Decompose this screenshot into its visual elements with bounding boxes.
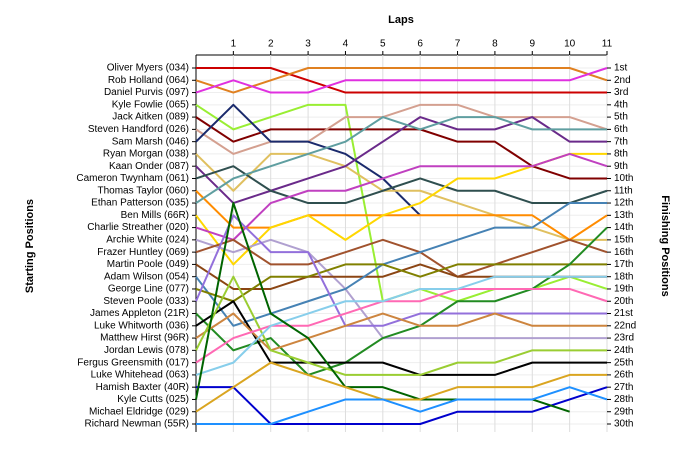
driver-label: Martin Poole (049) <box>107 259 189 270</box>
finishing-position-label: 26th <box>614 370 633 381</box>
driver-line <box>195 202 607 327</box>
finishing-position-label: 25th <box>614 357 633 368</box>
driver-label: Oliver Myers (034) <box>107 63 189 74</box>
driver-line <box>195 287 608 364</box>
x-tick-label: 6 <box>417 39 423 50</box>
finishing-position-label: 22nd <box>614 320 636 331</box>
finishing-position-label: 21st <box>614 308 633 319</box>
finishing-position-label: 4th <box>614 99 628 110</box>
finishing-position-label: 29th <box>614 406 633 417</box>
driver-label: Steven Handford (026) <box>88 124 189 135</box>
finishing-position-label: 15th <box>614 235 633 246</box>
driver-line <box>196 386 608 425</box>
chart-title: Laps <box>388 14 414 26</box>
finishing-position-label: 24th <box>614 345 633 356</box>
driver-label: Steven Poole (033) <box>103 296 189 307</box>
driver-line <box>195 67 608 94</box>
finishing-position-label: 8th <box>614 149 628 160</box>
driver-label: Ryan Morgan (038) <box>103 149 189 160</box>
x-tick-label: 10 <box>564 39 576 50</box>
driver-line <box>195 116 607 205</box>
finishing-position-label: 11th <box>614 185 633 196</box>
x-tick-label: 2 <box>268 39 274 50</box>
driver-line <box>195 312 607 352</box>
x-tick-label: 9 <box>529 39 535 50</box>
driver-line <box>195 152 608 241</box>
driver-label: Ben Mills (66R) <box>121 210 189 221</box>
driver-label: Luke Whitehead (063) <box>91 370 189 381</box>
driver-line <box>196 386 608 425</box>
driver-label: Luke Whitworth (036) <box>94 320 189 331</box>
finishing-position-label: 2nd <box>614 75 631 86</box>
finishing-position-label: 6th <box>614 124 628 135</box>
x-tick-label: 5 <box>380 39 386 50</box>
driver-label: Kyle Cutts (025) <box>117 394 189 405</box>
finishing-position-label: 27th <box>614 382 633 393</box>
driver-line <box>195 165 608 205</box>
finishing-position-label: 7th <box>614 136 628 147</box>
finishing-position-label: 20th <box>614 296 633 307</box>
driver-label: Kyle Fowlie (065) <box>112 99 189 110</box>
finishing-position-label: 3rd <box>614 87 628 98</box>
x-tick-label: 3 <box>305 39 311 50</box>
x-tick-label: 4 <box>343 39 349 50</box>
x-tick-label: 11 <box>602 39 613 50</box>
driver-label: Jordan Lewis (078) <box>104 345 189 356</box>
x-tick-label: 8 <box>492 39 498 50</box>
left-axis-label: Starting Positions <box>24 199 36 293</box>
driver-line <box>195 263 607 303</box>
finishing-position-label: 16th <box>614 247 633 258</box>
driver-label: Hamish Baxter (40R) <box>96 382 189 393</box>
driver-line <box>195 238 607 340</box>
driver-line <box>195 238 608 278</box>
driver-label: Archie White (024) <box>106 235 189 246</box>
driver-label: James Appleton (21R) <box>90 308 189 319</box>
finishing-position-label: 30th <box>614 419 633 430</box>
driver-label: Adam Wilson (054) <box>104 271 189 282</box>
finishing-position-label: 14th <box>614 222 633 233</box>
finishing-position-label: 18th <box>614 271 633 282</box>
finishing-position-label: 13th <box>614 210 633 221</box>
driver-label: Jack Aitken (089) <box>112 112 189 123</box>
driver-label: Sam Marsh (046) <box>112 136 189 147</box>
finishing-position-label: 19th <box>614 284 633 295</box>
finishing-position-label: 28th <box>614 394 633 405</box>
driver-label: Rob Holland (064) <box>108 75 189 86</box>
driver-line <box>195 190 608 241</box>
driver-line <box>195 116 607 204</box>
finishing-position-label: 23rd <box>614 333 634 344</box>
driver-line <box>195 361 607 413</box>
driver-label: Daniel Purvis (097) <box>104 87 189 98</box>
x-tick-label: 7 <box>455 39 461 50</box>
driver-label: Ethan Patterson (035) <box>91 198 189 209</box>
driver-label: Richard Newman (55R) <box>85 419 189 430</box>
driver-label: Charlie Streather (020) <box>87 222 189 233</box>
x-tick-label: 1 <box>231 39 237 50</box>
driver-line <box>195 152 607 241</box>
driver-line <box>195 67 608 94</box>
driver-label: Thomas Taylor (060) <box>97 185 189 196</box>
driver-label: Kaan Onder (087) <box>109 161 189 172</box>
driver-label: Matthew Hirst (96R) <box>100 333 189 344</box>
driver-label: Michael Eldridge (029) <box>89 406 189 417</box>
driver-line <box>195 275 607 376</box>
finishing-position-label: 5th <box>614 112 628 123</box>
finishing-position-label: 9th <box>614 161 628 172</box>
finishing-position-label: 1st <box>614 63 628 74</box>
driver-line <box>195 275 607 376</box>
driver-label: Cameron Twynham (061) <box>76 173 189 184</box>
finishing-position-label: 10th <box>614 173 633 184</box>
driver-label: George Line (077) <box>108 284 189 295</box>
driver-label: Frazer Huntley (069) <box>97 247 189 258</box>
finishing-position-label: 17th <box>614 259 633 270</box>
right-axis-label: Finishing Positions <box>659 195 671 296</box>
driver-label: Fergus Greensmith (017) <box>77 357 189 368</box>
driver-line <box>196 67 607 94</box>
driver-line <box>195 300 607 376</box>
driver-line <box>195 103 608 155</box>
finishing-position-label: 12th <box>614 198 633 209</box>
